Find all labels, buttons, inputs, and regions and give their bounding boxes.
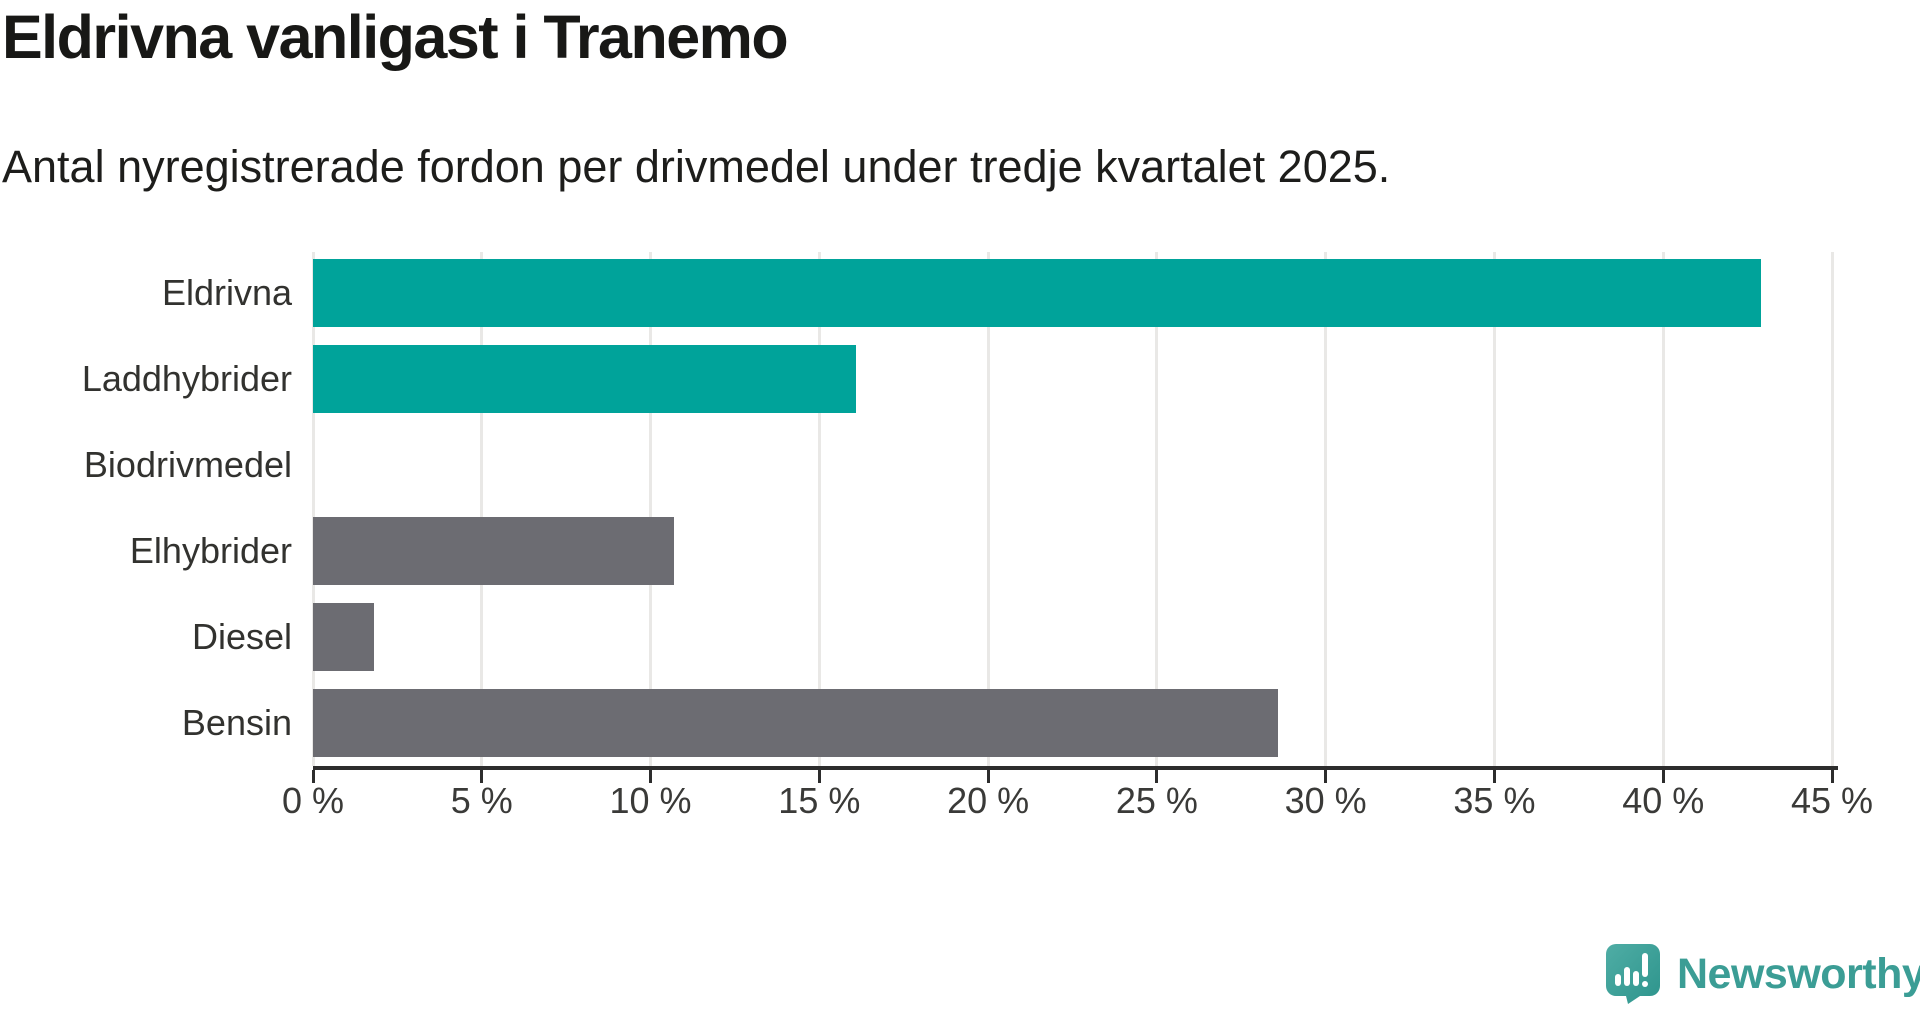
- category-label-eldrivna: Eldrivna: [161, 272, 292, 313]
- gridline-5: [480, 252, 484, 766]
- x-tick-label-15: 15 %: [778, 780, 861, 821]
- x-tick-label-40: 40 %: [1622, 780, 1705, 821]
- gridline-0: [311, 252, 315, 766]
- category-label-diesel: Diesel: [191, 616, 292, 657]
- gridline-15: [817, 252, 821, 766]
- x-tick-label-25: 25 %: [1115, 780, 1198, 821]
- category-label-bensin: Bensin: [181, 702, 292, 743]
- gridline-25: [1155, 252, 1159, 766]
- x-tick-label-20: 20 %: [947, 780, 1030, 821]
- axis-tick-15: [817, 770, 821, 783]
- gridline-10: [649, 252, 653, 766]
- x-tick-label-30: 30 %: [1284, 780, 1367, 821]
- category-label-biodrivmedel: Biodrivmedel: [83, 444, 292, 485]
- newsworthy-logo: Newsworthy: [1606, 944, 1920, 1004]
- axis-tick-45: [1830, 770, 1834, 783]
- bar-elhybrider: [313, 517, 675, 585]
- axis-tick-25: [1155, 770, 1159, 783]
- axis-tick-35: [1492, 770, 1496, 783]
- axis-tick-30: [1324, 770, 1328, 783]
- axis-tick-10: [649, 770, 653, 783]
- axis-tick-40: [1661, 770, 1665, 783]
- category-label-elhybrider: Elhybrider: [129, 530, 292, 571]
- axis-tick-0: [311, 770, 315, 783]
- x-axis-line: [313, 766, 1838, 770]
- newsworthy-wordmark: Newsworthy: [1677, 949, 1920, 998]
- bar-diesel: [313, 603, 374, 671]
- gridline-35: [1492, 252, 1496, 766]
- chart-subtitle: Antal nyregistrerade fordon per drivmede…: [2, 141, 1391, 192]
- gridline-30: [1324, 252, 1328, 766]
- x-tick-label-5: 5 %: [450, 780, 513, 821]
- bar-laddhybrider: [313, 345, 857, 413]
- category-label-laddhybrider: Laddhybrider: [81, 358, 292, 399]
- axis-tick-20: [986, 770, 990, 783]
- bar-bensin: [313, 689, 1279, 757]
- x-tick-label-45: 45 %: [1790, 780, 1874, 821]
- gridline-40: [1661, 252, 1665, 766]
- axis-tick-5: [480, 770, 484, 783]
- gridline-20: [986, 252, 990, 766]
- x-tick-label-10: 10 %: [609, 780, 692, 821]
- bar-eldrivna: [313, 259, 1762, 327]
- chart-title: Eldrivna vanligast i Tranemo: [2, 3, 789, 71]
- x-tick-label-0: 0 %: [281, 780, 345, 821]
- x-tick-label-35: 35 %: [1453, 780, 1536, 821]
- newsworthy-pin-icon: [1606, 944, 1660, 1004]
- gridline-45: [1830, 252, 1834, 766]
